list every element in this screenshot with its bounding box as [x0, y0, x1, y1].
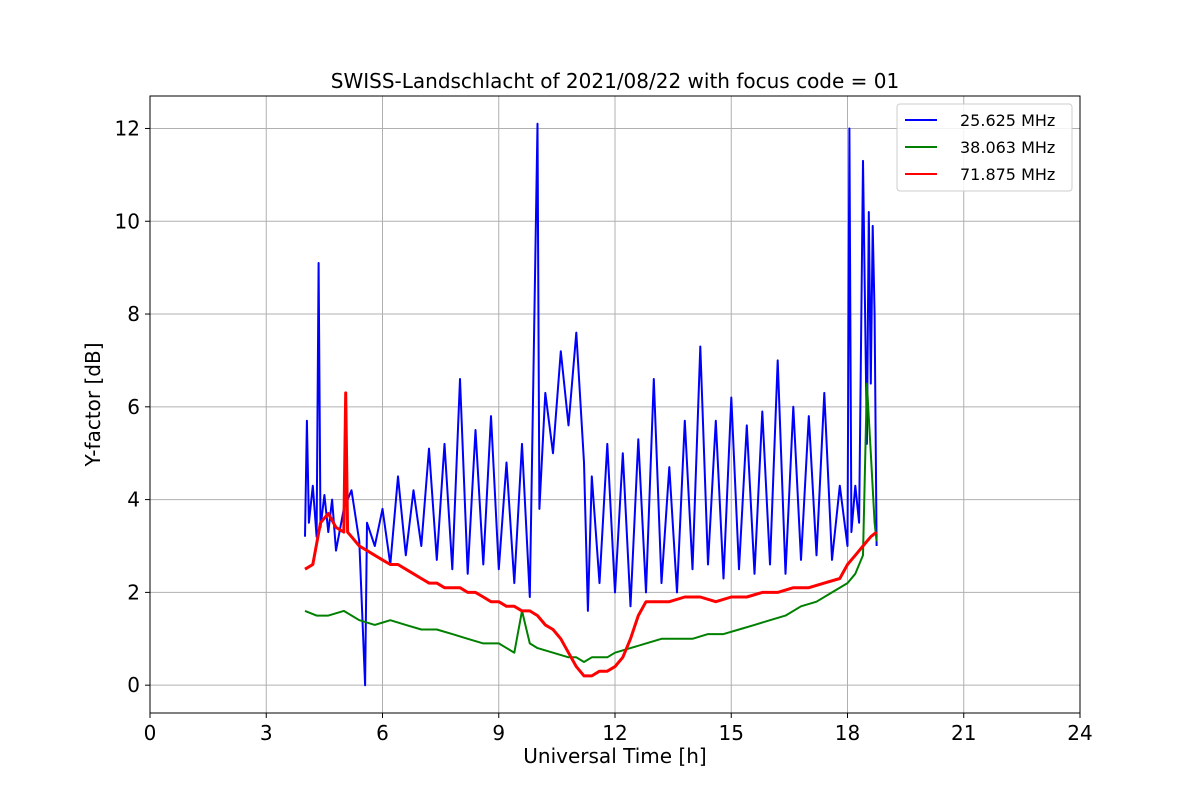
- series-line-3: [304, 391, 878, 678]
- x-tick-label: 15: [719, 721, 744, 745]
- y-tick-label: 12: [115, 116, 140, 140]
- series-line-2: [304, 382, 878, 663]
- x-axis-label: Universal Time [h]: [523, 744, 706, 768]
- y-tick-label: 8: [127, 302, 140, 326]
- legend-label: 71.875 MHz: [960, 165, 1055, 184]
- y-tick-label: 0: [127, 673, 140, 697]
- legend-label: 38.063 MHz: [960, 138, 1055, 157]
- x-tick-label: 21: [951, 721, 976, 745]
- legend-box: [896, 103, 1073, 192]
- legend: 25.625 MHz 38.063 MHz 71.875 MHz: [896, 103, 1073, 192]
- x-tick-label: 6: [376, 721, 389, 745]
- y-axis-label: Y-factor [dB]: [81, 342, 105, 467]
- x-tick-label: 12: [602, 721, 627, 745]
- chart-title: SWISS-Landschlacht of 2021/08/22 with fo…: [331, 69, 899, 93]
- series-layer: [304, 122, 878, 687]
- x-tick-label: 9: [492, 721, 505, 745]
- y-tick-label: 6: [127, 395, 140, 419]
- x-tick-label: 0: [144, 721, 157, 745]
- x-tick-label: 24: [1067, 721, 1092, 745]
- y-tick-label: 10: [115, 209, 140, 233]
- x-axis-ticks: 0 3 6 9 12 15 18 21 24: [144, 713, 1093, 745]
- series-line-1: [304, 122, 878, 687]
- y-tick-label: 4: [127, 488, 140, 512]
- y-tick-label: 2: [127, 580, 140, 604]
- y-axis-ticks: 0 2 4 6 8 10 12: [115, 116, 150, 697]
- x-tick-label: 18: [835, 721, 860, 745]
- x-tick-label: 3: [260, 721, 273, 745]
- legend-label: 25.625 MHz: [960, 111, 1055, 130]
